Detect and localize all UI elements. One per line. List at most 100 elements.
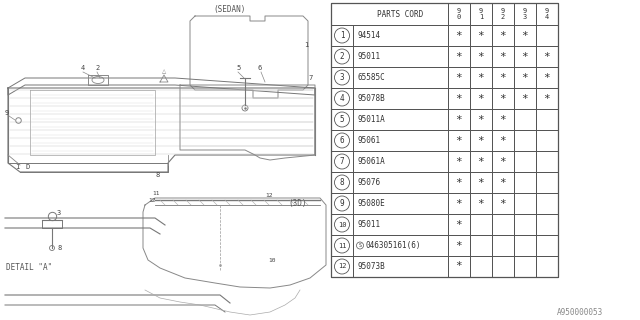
Bar xyxy=(331,25,353,46)
Text: *: * xyxy=(477,156,484,166)
Bar xyxy=(470,235,492,256)
Text: *: * xyxy=(500,156,506,166)
Text: *: * xyxy=(456,115,462,124)
Bar xyxy=(492,214,514,235)
Text: 11: 11 xyxy=(338,243,346,249)
Bar xyxy=(536,235,558,256)
Bar xyxy=(536,256,558,277)
Bar xyxy=(514,25,536,46)
Bar xyxy=(514,193,536,214)
Text: 4: 4 xyxy=(340,94,344,103)
Bar xyxy=(448,3,470,25)
Text: *: * xyxy=(500,93,506,103)
Bar xyxy=(331,193,353,214)
Text: *: * xyxy=(456,93,462,103)
Bar xyxy=(448,130,470,151)
Bar xyxy=(353,151,448,172)
Bar xyxy=(331,235,353,256)
Bar xyxy=(514,130,536,151)
Bar xyxy=(448,46,470,67)
Bar xyxy=(470,130,492,151)
Bar xyxy=(353,109,448,130)
Bar xyxy=(470,193,492,214)
Text: S: S xyxy=(358,243,362,248)
Bar xyxy=(514,88,536,109)
Text: 95080E: 95080E xyxy=(357,199,385,208)
Text: 12: 12 xyxy=(148,197,156,203)
Text: D: D xyxy=(25,164,29,170)
Bar xyxy=(470,151,492,172)
Bar xyxy=(492,109,514,130)
Text: *: * xyxy=(477,52,484,61)
Bar xyxy=(353,130,448,151)
Text: 1: 1 xyxy=(15,164,19,170)
Bar xyxy=(470,214,492,235)
Text: *: * xyxy=(500,178,506,188)
Text: 046305161(6): 046305161(6) xyxy=(366,241,422,250)
Bar xyxy=(470,172,492,193)
Bar xyxy=(514,235,536,256)
Bar xyxy=(492,256,514,277)
Text: DETAIL "A": DETAIL "A" xyxy=(6,263,52,273)
Bar xyxy=(492,130,514,151)
Bar xyxy=(536,130,558,151)
Text: *: * xyxy=(456,178,462,188)
Bar xyxy=(514,172,536,193)
Bar xyxy=(448,88,470,109)
Bar xyxy=(536,172,558,193)
Bar xyxy=(536,193,558,214)
Bar xyxy=(448,214,470,235)
Text: 95078B: 95078B xyxy=(357,94,385,103)
Text: 95011: 95011 xyxy=(357,220,380,229)
Text: 95073B: 95073B xyxy=(357,262,385,271)
Bar xyxy=(353,25,448,46)
Text: *: * xyxy=(456,135,462,146)
Bar xyxy=(331,256,353,277)
Bar xyxy=(331,46,353,67)
Text: 3: 3 xyxy=(57,210,61,216)
Text: 94514: 94514 xyxy=(357,31,380,40)
Bar xyxy=(536,151,558,172)
Text: 6: 6 xyxy=(340,136,344,145)
Text: *: * xyxy=(456,220,462,229)
Text: 95011A: 95011A xyxy=(357,115,385,124)
Text: 95011: 95011 xyxy=(357,52,380,61)
Text: *: * xyxy=(456,198,462,209)
Text: 95061: 95061 xyxy=(357,136,380,145)
Bar xyxy=(448,235,470,256)
Text: 7: 7 xyxy=(308,75,312,81)
Bar xyxy=(492,25,514,46)
Bar xyxy=(448,256,470,277)
Text: 9
4: 9 4 xyxy=(545,8,549,20)
Text: 12: 12 xyxy=(265,193,273,197)
Bar xyxy=(492,151,514,172)
Text: *: * xyxy=(456,241,462,251)
Bar xyxy=(536,214,558,235)
Text: *: * xyxy=(456,73,462,83)
Text: 10: 10 xyxy=(338,221,346,228)
Bar xyxy=(514,151,536,172)
Text: *: * xyxy=(500,198,506,209)
Text: *: * xyxy=(477,135,484,146)
Bar xyxy=(353,214,448,235)
Text: *: * xyxy=(456,261,462,271)
Text: 7: 7 xyxy=(340,157,344,166)
Bar xyxy=(448,67,470,88)
Bar xyxy=(331,109,353,130)
Text: 9
1: 9 1 xyxy=(479,8,483,20)
Text: 8: 8 xyxy=(340,178,344,187)
Text: *: * xyxy=(522,52,529,61)
Bar xyxy=(353,193,448,214)
Text: 1: 1 xyxy=(340,31,344,40)
Text: *: * xyxy=(456,52,462,61)
Bar xyxy=(514,3,536,25)
Text: *: * xyxy=(477,198,484,209)
Text: 11: 11 xyxy=(152,190,159,196)
Text: 95061A: 95061A xyxy=(357,157,385,166)
Bar xyxy=(331,3,448,25)
Bar xyxy=(536,3,558,25)
Text: *: * xyxy=(543,73,550,83)
Bar xyxy=(470,67,492,88)
Text: (3D): (3D) xyxy=(288,198,307,207)
Text: 1: 1 xyxy=(304,42,308,48)
